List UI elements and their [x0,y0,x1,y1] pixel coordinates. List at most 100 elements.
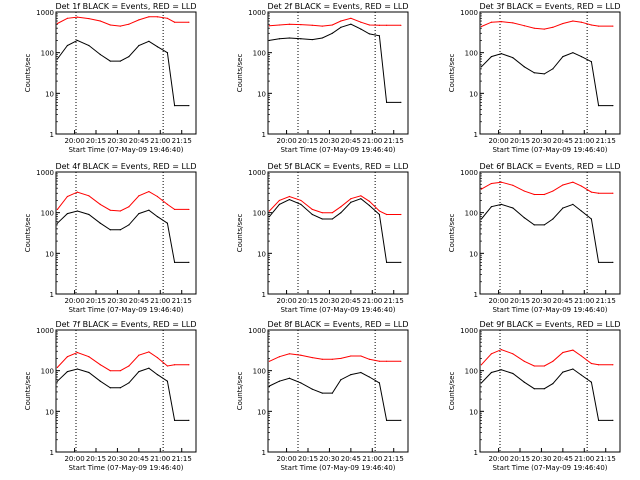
data-point [360,198,362,200]
x-tick-label: 20:45 [129,297,149,305]
data-point [288,195,291,198]
data-point [119,60,121,62]
data-point [88,195,90,197]
data-point [552,26,554,28]
plot-frame [267,171,409,295]
data-point [543,224,545,226]
data-point [523,360,525,362]
data-point [138,195,140,197]
series-line-events [56,39,189,107]
plot-frame [479,329,621,453]
data-point [400,261,402,263]
data-point [311,388,313,390]
data-point [572,52,574,54]
plot-frame [55,11,197,135]
data-point [378,24,381,26]
data-point [500,203,503,205]
data-point [552,68,554,70]
series-line-events [269,23,401,103]
y-tick-label: 100 [41,368,54,376]
x-tick-label: 21:15 [596,297,616,305]
data-point [572,203,574,205]
y-tick-label: 100 [465,50,478,58]
data-point [360,371,362,374]
x-tick-label: 21:15 [596,137,616,145]
data-point [533,365,535,367]
data-point [331,358,333,360]
data-point [128,206,130,208]
x-tick-label: 20:15 [298,137,318,145]
data-point [385,24,388,26]
data-point [99,53,101,56]
data-point [350,355,352,357]
data-point [321,392,323,394]
x-tick-label: 21:15 [172,137,192,145]
x-axis-label: Start Time (07-May-09 19:46:40) [492,464,607,472]
data-point [88,356,90,358]
x-tick-label: 20:30 [531,137,551,145]
y-tick-label: 10 [45,90,54,98]
y-axis-label: Counts/sec [448,214,456,253]
data-point [321,358,323,360]
data-point [533,72,535,74]
data-point [385,360,388,362]
data-point [533,193,535,196]
data-point [109,387,111,389]
y-axis-label: Counts/sec [236,54,244,93]
data-point [331,32,333,34]
data-point [340,206,342,208]
series-line-lld [269,353,401,362]
data-point [166,203,169,205]
data-point [109,24,111,26]
x-tick-label: 21:00 [362,455,382,463]
data-point [612,364,614,366]
data-point [188,208,190,211]
data-point [56,366,59,369]
data-point [360,355,362,357]
y-tick-label: 1 [474,131,478,139]
data-point [268,210,271,212]
data-point [288,353,291,355]
x-tick-label: 20:45 [553,137,573,145]
data-point [385,261,388,263]
data-point [76,368,79,370]
data-point [331,212,333,214]
chart-panel: Det 9f BLACK = Events, RED = LLD 1 10 100 10… [448,320,621,472]
data-point [562,22,564,25]
data-point [56,222,59,224]
x-tick-label: 20:00 [276,455,296,463]
data-point [76,210,79,212]
chart-title: Det 1f BLACK = Events, RED = LLD [55,2,196,11]
data-point [385,101,388,103]
data-point [572,181,574,183]
chart-panel: Det 1f BLACK = Events, RED = LLD 1 10 100 10… [24,2,197,154]
data-point [533,27,535,29]
data-point [368,358,371,360]
data-point [138,212,140,215]
data-point [552,383,554,385]
data-point [523,381,525,383]
x-tick-label: 20:00 [64,137,84,145]
x-axis-label: Start Time (07-May-09 19:46:40) [280,146,395,154]
data-point [562,351,564,354]
data-point [490,371,493,374]
data-point [612,261,614,263]
data-point [321,212,323,214]
y-axis-label: Counts/sec [24,214,32,253]
x-tick-label: 21:00 [150,137,170,145]
data-point [300,38,302,40]
x-tick-label: 20:30 [531,455,551,463]
data-point [300,203,302,205]
data-point [66,44,69,47]
data-point [56,208,59,211]
data-point [173,364,176,366]
data-point [156,195,159,198]
data-point [400,213,402,216]
data-point [480,382,483,384]
y-tick-label: 1000 [36,169,54,177]
data-point [490,21,493,23]
data-point [56,380,59,382]
x-tick-label: 20:30 [107,297,127,305]
x-axis-label: Start Time (07-May-09 19:46:40) [492,306,607,314]
chart-title: Det 5f BLACK = Events, RED = LLD [267,162,408,171]
